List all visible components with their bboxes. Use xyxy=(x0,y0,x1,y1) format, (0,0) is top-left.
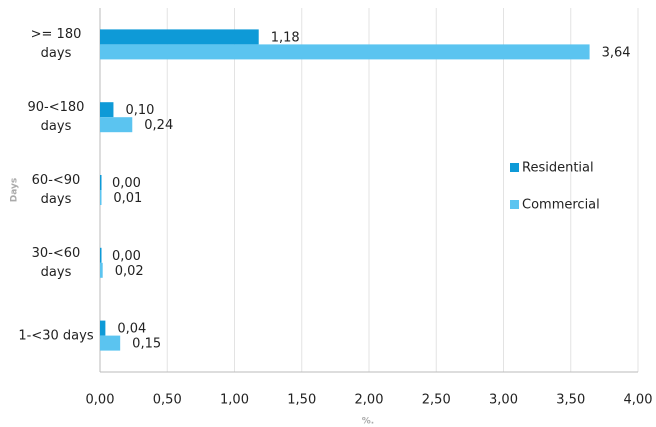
x-tick-label: 4,00 xyxy=(624,393,653,408)
bar xyxy=(100,335,121,351)
value-label: 3,64 xyxy=(602,45,631,60)
y-tick-label: >= 180 days xyxy=(30,27,82,62)
legend-label: Residential xyxy=(522,161,594,176)
bar xyxy=(100,320,106,336)
x-tick-label: 1,00 xyxy=(220,393,249,408)
value-label: 1,18 xyxy=(271,30,300,45)
value-label: 0,01 xyxy=(113,191,142,206)
value-label: 0,10 xyxy=(125,103,154,118)
y-axis-label: Days xyxy=(10,178,20,203)
legend-label: Commercial xyxy=(522,198,600,213)
value-label: 0,02 xyxy=(115,264,144,279)
bar xyxy=(100,29,259,45)
bar xyxy=(100,44,590,60)
bar xyxy=(100,175,102,190)
value-label: 0,24 xyxy=(144,118,173,133)
bar xyxy=(100,247,102,263)
bar xyxy=(100,117,133,133)
y-tick-label: 60-<90 days xyxy=(31,173,81,207)
y-tick-label: 30-<60 days xyxy=(31,245,81,280)
y-tick-label: 1-<30 days xyxy=(18,328,94,344)
x-tick-label: 0,50 xyxy=(153,393,182,408)
x-axis-label: %. xyxy=(362,417,374,427)
x-tick-label: 2,00 xyxy=(355,393,384,408)
legend-swatch xyxy=(510,163,519,172)
bar xyxy=(100,262,103,278)
value-label: 0,15 xyxy=(132,337,161,352)
value-label: 0,00 xyxy=(112,249,141,264)
x-tick-label: 2,50 xyxy=(422,393,451,408)
bar xyxy=(100,190,102,205)
x-tick-label: 3,50 xyxy=(556,393,585,408)
x-tick-label: 0,00 xyxy=(86,393,115,408)
y-tick-label: 90-<180 days xyxy=(27,100,85,135)
value-label: 0,04 xyxy=(117,322,146,337)
value-label: 0,00 xyxy=(112,176,141,191)
legend-swatch xyxy=(510,200,519,209)
bar xyxy=(100,102,114,118)
x-tick-label: 3,00 xyxy=(489,393,518,408)
x-tick-label: 1,50 xyxy=(287,393,316,408)
